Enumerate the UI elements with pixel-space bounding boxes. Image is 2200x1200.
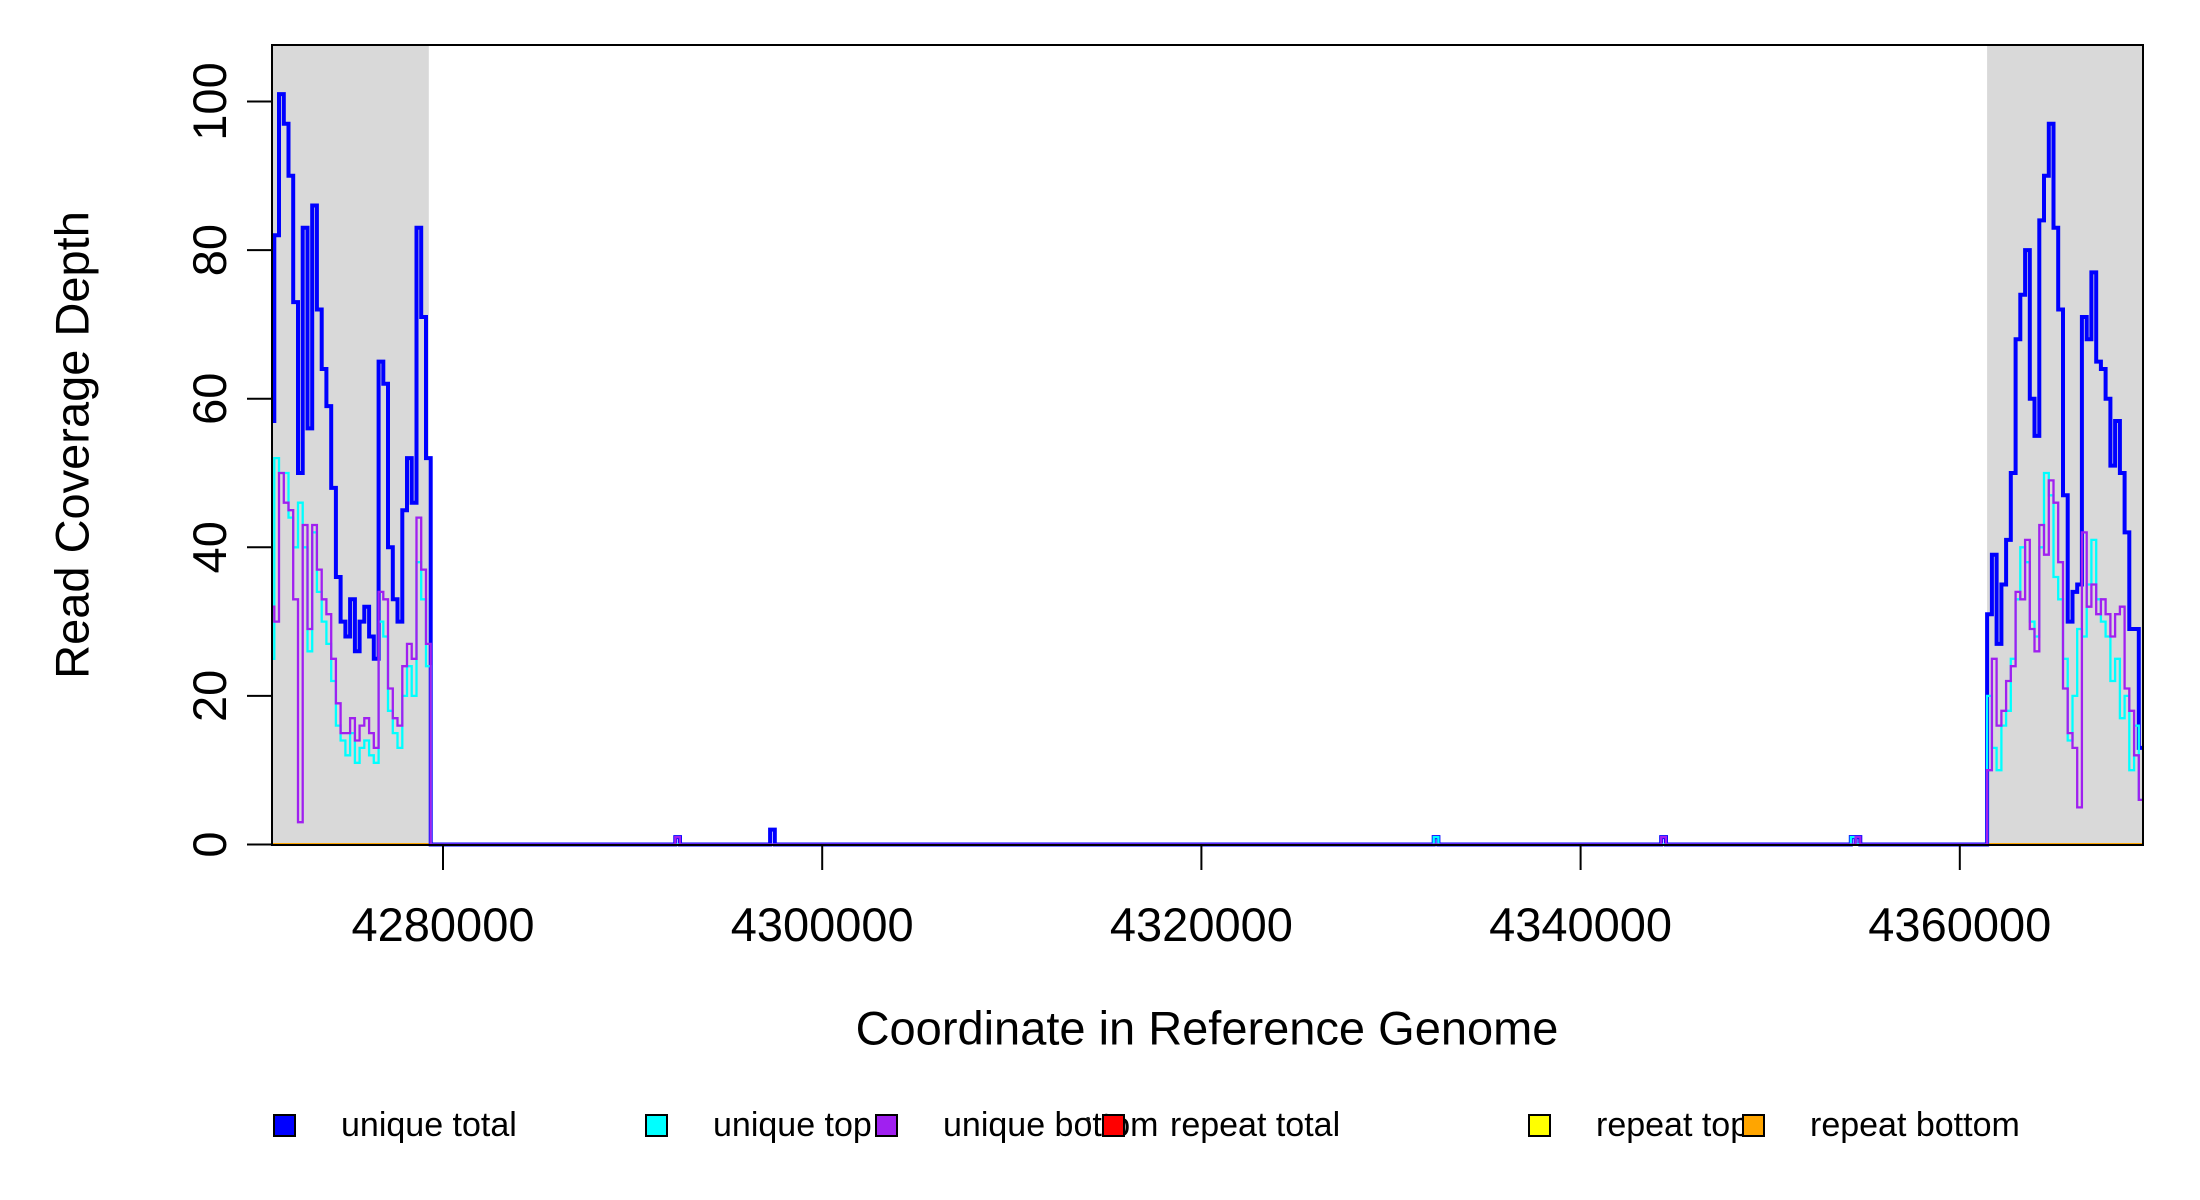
x-tick-label: 4320000: [1110, 898, 1293, 951]
y-axis-title: Read Coverage Depth: [45, 211, 99, 679]
y-tick-label: 100: [183, 62, 236, 140]
x-tick-label: 4280000: [352, 898, 535, 951]
legend-label: unique top: [713, 1106, 872, 1144]
y-tick-label: 20: [183, 670, 236, 722]
legend-item-unique-top: unique top: [645, 1108, 872, 1142]
y-tick-label: 60: [183, 373, 236, 425]
repeat-top-swatch-icon: [1528, 1113, 1551, 1137]
legend-label: repeat total: [1170, 1106, 1341, 1144]
repeat-total-swatch-icon: [1102, 1113, 1125, 1137]
x-tick-label: 4360000: [1868, 898, 2051, 951]
legend-label: repeat bottom: [1810, 1106, 2020, 1144]
legend-label: repeat top: [1596, 1106, 1750, 1144]
unique-total-swatch-icon: [273, 1113, 296, 1137]
x-tick-label: 4340000: [1489, 898, 1672, 951]
legend-item-repeat-top: repeat top: [1528, 1108, 1749, 1142]
unique-top-swatch-icon: [645, 1113, 668, 1137]
stray-dot-artifact: [1086, 1117, 1090, 1121]
plot-border: [271, 44, 2144, 846]
legend-item-repeat-total: repeat total: [1102, 1108, 1340, 1142]
x-tick-label: 4300000: [731, 898, 914, 951]
series-unique-bottom: [271, 471, 2144, 846]
unique-bottom-swatch-icon: [875, 1113, 898, 1137]
legend-label: unique total: [341, 1106, 517, 1144]
series-unique-top: [271, 456, 2144, 846]
y-tick-label: 80: [183, 224, 236, 276]
legend-item-unique-total: unique total: [273, 1108, 517, 1142]
y-tick-label: 40: [183, 521, 236, 573]
x-axis-title: Coordinate in Reference Genome: [855, 1001, 1559, 1055]
y-tick-label: 0: [183, 831, 236, 857]
legend-item-repeat-bottom: repeat bottom: [1742, 1108, 2020, 1142]
series-unique-total: [271, 92, 2144, 847]
repeat-bottom-swatch-icon: [1742, 1113, 1765, 1137]
